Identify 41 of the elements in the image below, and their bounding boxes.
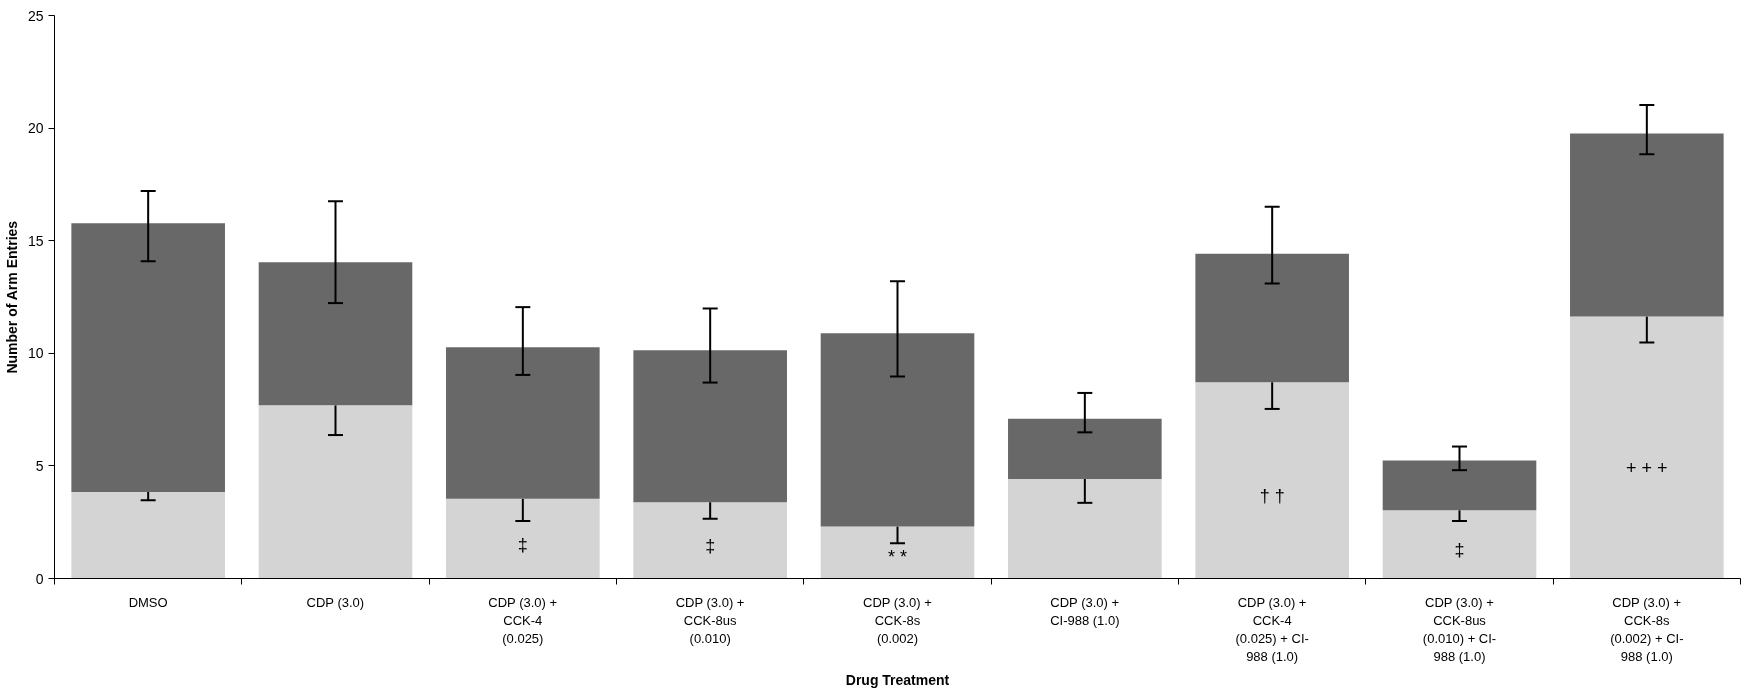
bar [258, 405, 413, 579]
data-label: ‡ [517, 535, 528, 556]
bar [1195, 382, 1349, 579]
x-tick-label: CDP (3.0) [306, 594, 365, 610]
x-tick-label: CDP (3.0) + CCK-8s (0.002) + CI- 988 (1.0) [1610, 594, 1684, 664]
bar [1195, 253, 1349, 383]
bar [258, 262, 413, 406]
x-tick-label: CDP (3.0) + CCK-4 (0.025) + CI- 988 (1.0) [1235, 594, 1309, 664]
y-tick-label: 20 [27, 120, 44, 137]
y-tick-label: 25 [27, 7, 44, 24]
bar [633, 502, 787, 579]
x-tick-label: DMSO [128, 594, 168, 610]
data-label: ‡ [1454, 539, 1465, 560]
data-label: † † [1259, 486, 1285, 507]
x-axis-title: Drug Treatment [845, 671, 950, 688]
x-tick-label: CDP (3.0) + CCK-8us (0.010) + CI- 988 (1.0) [1422, 594, 1497, 664]
bar [1008, 418, 1162, 479]
y-tick-label: 10 [27, 345, 44, 362]
y-tick-label: 5 [35, 457, 44, 474]
x-tick-label: CDP (3.0) + CI-988 (1.0) [1050, 594, 1120, 628]
bar [633, 350, 787, 503]
bar [1382, 510, 1537, 579]
bar [71, 223, 225, 493]
x-tick-label: CDP (3.0) + CCK-8us (0.010) [675, 594, 745, 646]
data-label: * * [887, 546, 908, 567]
data-label: + + + [1626, 458, 1668, 479]
y-tick-label: 15 [27, 232, 44, 249]
y-tick-label: 0 [35, 570, 44, 587]
bar [1382, 460, 1537, 511]
bar [1008, 478, 1162, 579]
bar [820, 333, 975, 527]
bar [1570, 133, 1724, 317]
data-label: ‡ [705, 536, 716, 557]
bar [1570, 316, 1724, 579]
bar [820, 526, 975, 579]
x-tick-label: CDP (3.0) + CCK-8s (0.002) [863, 594, 932, 646]
y-axis-title: Number of Arm Entries [3, 220, 20, 374]
x-tick-label: CDP (3.0) + CCK-4 (0.025) [488, 594, 558, 646]
bar [71, 492, 225, 579]
bar [446, 347, 600, 499]
bar [446, 498, 600, 579]
